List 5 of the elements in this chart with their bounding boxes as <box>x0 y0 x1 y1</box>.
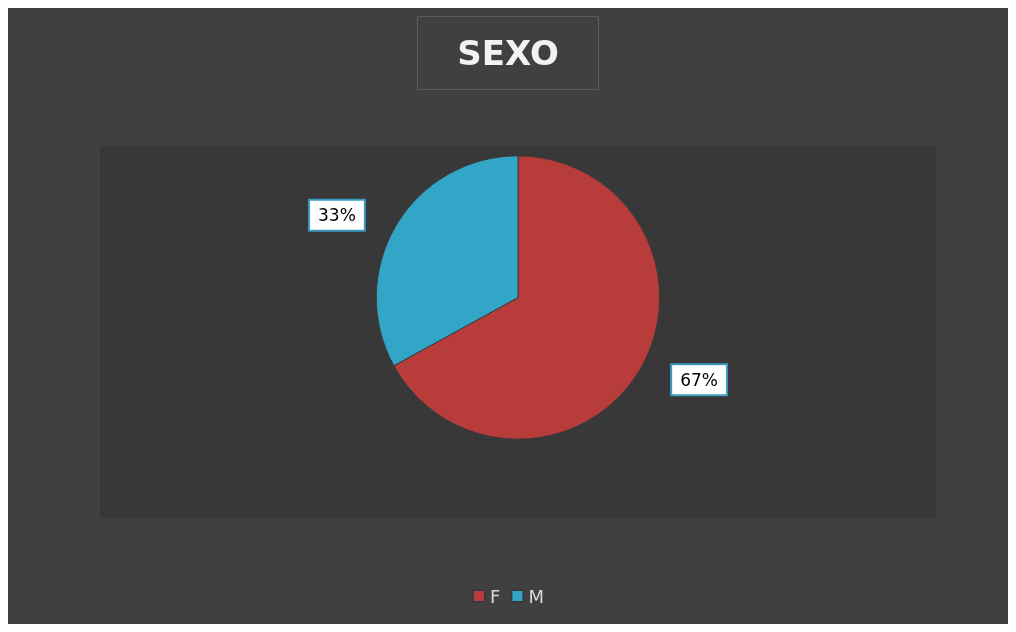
legend-label: F <box>490 585 501 607</box>
data-label: 67% <box>680 369 718 390</box>
legend-label: M <box>528 585 544 607</box>
chart-title: SEXO <box>457 33 559 73</box>
data-label: 33% <box>318 205 356 226</box>
